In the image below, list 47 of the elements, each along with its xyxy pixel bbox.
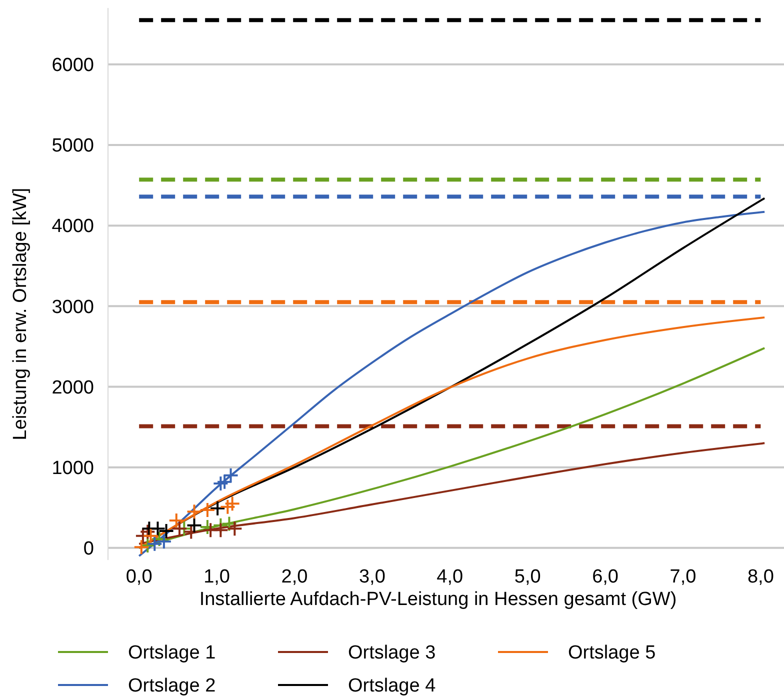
point xyxy=(171,520,188,537)
y-tick-label: 2000 xyxy=(52,377,94,398)
x-tick-label: 7,0 xyxy=(670,566,696,588)
line-series xyxy=(138,442,766,545)
point xyxy=(224,496,240,512)
legend-label: Ortslage 3 xyxy=(348,642,436,664)
point xyxy=(222,467,239,484)
point xyxy=(199,518,216,535)
x-tick-label: 1,0 xyxy=(204,566,230,588)
point xyxy=(212,475,229,492)
point xyxy=(220,498,236,515)
x-tick-label: 6,0 xyxy=(592,566,618,588)
point xyxy=(210,500,226,516)
point xyxy=(199,502,216,518)
x-tick-label: 0,0 xyxy=(126,566,152,588)
y-tick-label: 6000 xyxy=(52,55,94,76)
legend-label: Ortslage 4 xyxy=(348,676,436,697)
point xyxy=(140,524,156,540)
legend-label: Ortslage 1 xyxy=(128,642,216,664)
y-tick-label: 3000 xyxy=(52,296,94,318)
point xyxy=(221,516,238,532)
x-tick-label: 4,0 xyxy=(436,566,464,588)
point xyxy=(150,520,166,537)
point xyxy=(186,504,202,520)
point xyxy=(133,539,150,556)
point xyxy=(216,474,233,490)
x-axis-title: Installierte Aufdach-PV-Leistung in Hessen gesamt (GW) xyxy=(199,589,677,610)
point xyxy=(142,528,159,544)
y-tick-label: 5000 xyxy=(52,136,94,157)
point xyxy=(158,522,174,539)
point xyxy=(151,531,168,548)
point xyxy=(226,520,243,537)
y-tick-label: 0 xyxy=(83,538,94,560)
x-tick-label: 2,0 xyxy=(281,566,308,588)
x-tick-label: 5,0 xyxy=(514,566,541,588)
y-tick-label: 1000 xyxy=(52,458,94,479)
y-axis-title: Leistung in erw. Ortslage [kW] xyxy=(10,188,31,440)
y-tick-label: 4000 xyxy=(52,216,94,238)
x-tick-label: 3,0 xyxy=(358,566,386,588)
legend-label: Ortslage 2 xyxy=(128,676,216,697)
point xyxy=(186,517,202,534)
point xyxy=(212,522,229,538)
point xyxy=(168,512,184,529)
point xyxy=(146,536,163,552)
x-tick-label: 8,0 xyxy=(747,566,774,588)
legend-label: Ortslage 5 xyxy=(568,642,656,664)
point xyxy=(156,533,172,550)
